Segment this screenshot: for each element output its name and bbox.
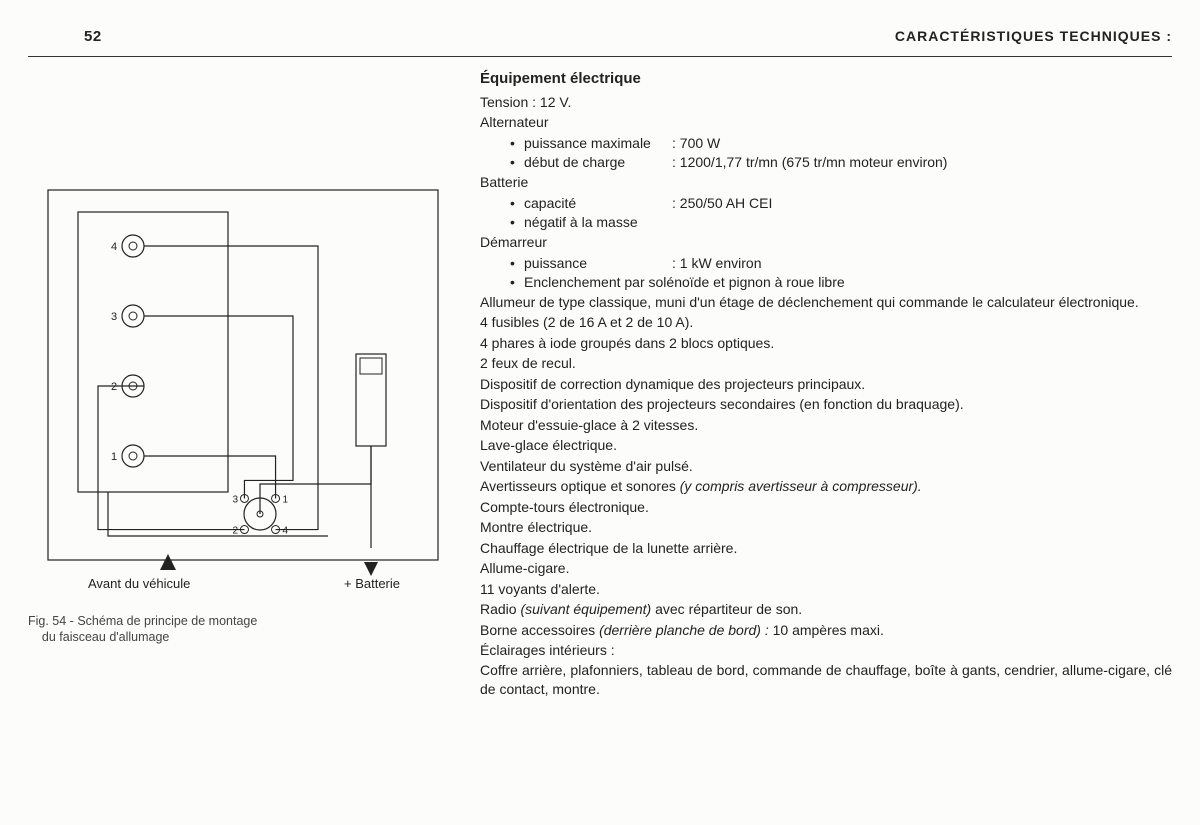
bat-negative-ground: négatif à la masse — [524, 213, 1172, 231]
header-title: CARACTÉRISTIQUES TECHNIQUES : — [895, 28, 1172, 44]
spec-line: Chauffage électrique de la lunette arriè… — [480, 539, 1172, 557]
starter-heading: Démarreur — [480, 233, 1172, 251]
text-column: Équipement électrique Tension : 12 V. Al… — [474, 66, 1172, 700]
starter-power-value: : 1 kW environ — [672, 255, 761, 271]
spec-line: 11 voyants d'alerte. — [480, 580, 1172, 598]
spec-line: Allume-cigare. — [480, 559, 1172, 577]
interior-lighting-body: Coffre arrière, plafonniers, tableau de … — [480, 661, 1172, 698]
page-number: 52 — [84, 28, 102, 45]
spec-lines-2: Compte-tours électronique. Montre électri… — [480, 498, 1172, 598]
spec-line: Montre électrique. — [480, 518, 1172, 536]
spec-line: Ventilateur du système d'air pulsé. — [480, 457, 1172, 475]
spec-line: 4 fusibles (2 de 16 A et 2 de 10 A). — [480, 313, 1172, 331]
spec-line: Moteur d'essuie-glace à 2 vitesses. — [480, 416, 1172, 434]
section-title: Équipement électrique — [480, 70, 1172, 87]
figure-caption: Fig. 54 - Schéma de principe de montage … — [28, 613, 474, 646]
page: 52 CARACTÉRISTIQUES TECHNIQUES : 4 3 2 1 3 1 2… — [0, 0, 1200, 825]
accessory-terminal-line: Borne accessoires (derrière planche de b… — [480, 621, 1172, 639]
battery-bullets: capacité: 250/50 AH CEI négatif à la mas… — [480, 194, 1172, 231]
spec-line: Dispositif de correction dynamique des p… — [480, 375, 1172, 393]
spec-lines-1: Allumeur de type classique, muni d'un ét… — [480, 293, 1172, 475]
caption-line1: Fig. 54 - Schéma de principe de montage — [28, 614, 257, 628]
ignition-wiring-diagram: 4 3 2 1 3 1 2 4 Avant du véhicule + Batterie — [28, 176, 458, 596]
svg-text:4: 4 — [283, 526, 289, 537]
starter-engagement: Enclenchement par solénoïde et pignon à … — [524, 273, 1172, 291]
horns-text: Avertisseurs optique et sonores — [480, 478, 680, 494]
borne-text: Borne accessoires — [480, 622, 599, 638]
svg-text:3: 3 — [232, 494, 238, 505]
svg-text:3: 3 — [111, 311, 117, 323]
svg-text:Avant du véhicule: Avant du véhicule — [88, 576, 190, 591]
alt-max-power-value: : 700 W — [672, 135, 720, 151]
spec-line: Allumeur de type classique, muni d'un ét… — [480, 293, 1172, 311]
radio-text: Radio — [480, 601, 520, 617]
alternator-heading: Alternateur — [480, 113, 1172, 131]
caption-line2: du faisceau d'allumage — [42, 630, 169, 644]
borne-italic: (derrière planche de bord) : — [599, 622, 773, 638]
horns-line: Avertisseurs optique et sonores (y compr… — [480, 477, 1172, 495]
radio-line: Radio (suivant équipement) avec répartit… — [480, 600, 1172, 618]
spec-line: 2 feux de recul. — [480, 354, 1172, 372]
interior-lighting-heading: Éclairages intérieurs : — [480, 641, 1172, 659]
radio-italic: (suivant équipement) — [520, 601, 655, 617]
svg-text:+ Batterie: + Batterie — [344, 576, 400, 591]
starter-power-label: puissance — [524, 254, 672, 272]
svg-text:4: 4 — [111, 241, 117, 253]
battery-heading: Batterie — [480, 173, 1172, 191]
alt-charge-label: début de charge — [524, 153, 672, 171]
svg-text:1: 1 — [111, 451, 117, 463]
spec-line: Dispositif d'orientation des projecteurs… — [480, 395, 1172, 413]
starter-bullets: puissance: 1 kW environ Enclenchement pa… — [480, 254, 1172, 291]
horns-italic: (y compris avertisseur à compresseur). — [680, 478, 922, 494]
spec-line: Lave-glace électrique. — [480, 436, 1172, 454]
figure-column: 4 3 2 1 3 1 2 4 Avant du véhicule + Batterie Fig.… — [28, 66, 474, 700]
spec-line: Compte-tours électronique. — [480, 498, 1172, 516]
svg-text:2: 2 — [232, 526, 238, 537]
tension-line: Tension : 12 V. — [480, 93, 1172, 111]
bat-capacity-label: capacité — [524, 194, 672, 212]
header-rule — [28, 56, 1172, 57]
content-columns: 4 3 2 1 3 1 2 4 Avant du véhicule + Batterie Fig.… — [28, 66, 1172, 700]
alt-max-power-label: puissance maximale — [524, 134, 672, 152]
alternator-bullets: puissance maximale: 700 W début de charg… — [480, 134, 1172, 171]
alt-charge-value: : 1200/1,77 tr/mn (675 tr/mn moteur envi… — [672, 154, 947, 170]
borne-tail: 10 ampères maxi. — [773, 622, 884, 638]
radio-tail: avec répartiteur de son. — [655, 601, 802, 617]
svg-text:2: 2 — [111, 381, 117, 393]
svg-text:1: 1 — [283, 494, 289, 505]
spec-line: 4 phares à iode groupés dans 2 blocs opt… — [480, 334, 1172, 352]
bat-capacity-value: : 250/50 AH CEI — [672, 195, 772, 211]
